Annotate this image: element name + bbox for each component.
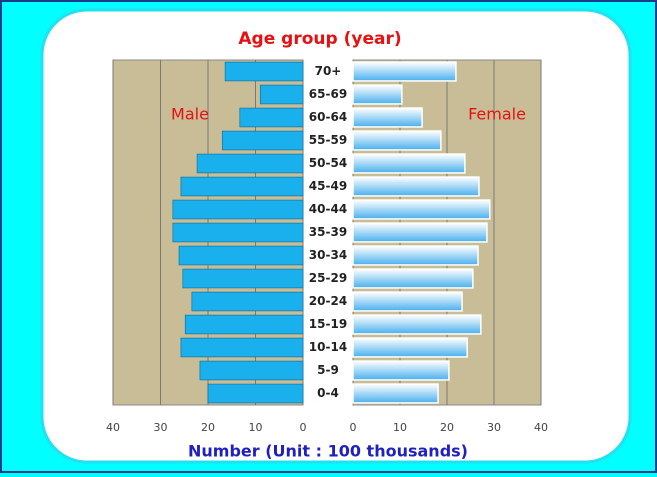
category-label: 20-24 (309, 294, 347, 308)
bar (224, 61, 304, 82)
bar (172, 222, 304, 243)
bar (352, 291, 463, 312)
category-label: 70+ (315, 64, 342, 78)
category-label: 5-9 (317, 363, 339, 377)
category-label: 30-34 (309, 248, 347, 262)
x-tick-label: 40 (106, 421, 120, 434)
category-label: 35-39 (309, 225, 347, 239)
chart-title: Age group (year) (238, 29, 401, 49)
bar (352, 130, 442, 151)
bar (352, 199, 491, 220)
category-label: 50-54 (309, 156, 347, 170)
bar (352, 245, 479, 266)
bar (352, 314, 482, 335)
category-label: 40-44 (309, 202, 347, 216)
bar (199, 360, 304, 381)
bar (352, 383, 439, 404)
x-tick-label: 20 (201, 421, 215, 434)
x-tick-label: 10 (249, 421, 263, 434)
bar (178, 245, 304, 266)
bar (172, 199, 304, 220)
bar (352, 61, 457, 82)
bar (352, 337, 468, 358)
x-tick-label: 10 (393, 421, 407, 434)
bar (180, 176, 304, 197)
x-tick-label: 40 (534, 421, 548, 434)
category-label: 60-64 (309, 110, 347, 124)
x-tick-label: 20 (440, 421, 454, 434)
bar (352, 360, 450, 381)
category-label: 10-14 (309, 340, 347, 354)
x-tick-label: 0 (350, 421, 357, 434)
bar (352, 153, 466, 174)
bar (184, 314, 304, 335)
bar (239, 107, 304, 128)
x-tick-label: 30 (487, 421, 501, 434)
bar (352, 107, 423, 128)
category-label: 15-19 (309, 317, 347, 331)
x-tick-label: 30 (154, 421, 168, 434)
category-label: 65-69 (309, 87, 347, 101)
bar (352, 268, 474, 289)
category-label: 55-59 (309, 133, 347, 147)
bar (207, 383, 304, 404)
bar (180, 337, 304, 358)
legend-label: Male (171, 105, 209, 124)
bar (352, 222, 488, 243)
bar (196, 153, 304, 174)
bar (352, 84, 403, 105)
bar (182, 268, 304, 289)
bar (191, 291, 304, 312)
category-label: 25-29 (309, 271, 347, 285)
bar (221, 130, 304, 151)
x-axis-label: Number (Unit : 100 thousands) (188, 442, 468, 461)
x-tick-label: 0 (300, 421, 307, 434)
category-label: 45-49 (309, 179, 347, 193)
category-label: 0-4 (317, 386, 339, 400)
legend-label: Female (468, 105, 526, 124)
bar (352, 176, 480, 197)
bar (259, 84, 304, 105)
